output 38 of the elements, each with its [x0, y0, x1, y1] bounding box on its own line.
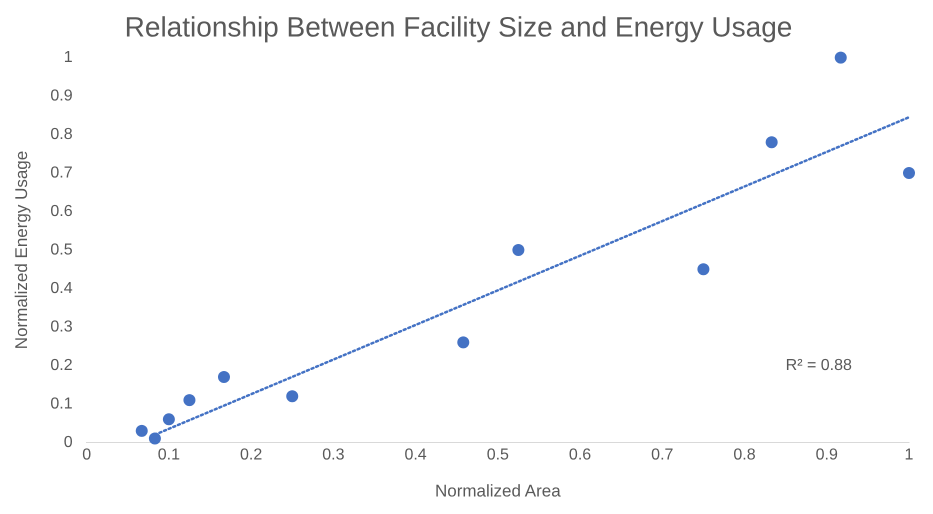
point	[903, 167, 915, 180]
x-tick-label: 0.9	[816, 446, 838, 464]
x-tick-label: 0.5	[486, 446, 510, 464]
x-tick-label: 0.1	[158, 446, 180, 464]
y-tick-label: 0	[64, 434, 73, 451]
x-tick-label: 0.8	[733, 446, 756, 464]
y-tick-label: 0.2	[50, 356, 73, 374]
point	[697, 263, 710, 276]
point	[457, 336, 470, 348]
point	[183, 394, 196, 406]
x-tick-label: 0.4	[404, 446, 427, 464]
y-tick-label: 0.1	[50, 395, 73, 412]
x-tick-label: 0.6	[568, 446, 592, 464]
point	[766, 136, 778, 148]
x-tick-label: 0.7	[651, 446, 674, 464]
x-tick-label: 1	[904, 446, 914, 464]
annotation: R² = 0.88	[786, 356, 852, 374]
x-tick-label: 0.2	[240, 446, 262, 464]
x-tick-label: 0	[82, 446, 92, 464]
y-axis-title: Normalized Energy Usage	[12, 150, 31, 350]
y-tick-label: 0.9	[50, 87, 73, 104]
y-tick-label: 0.8	[50, 126, 73, 143]
point	[136, 424, 148, 437]
point	[834, 52, 847, 64]
point	[218, 370, 230, 383]
y-tick-label: 1	[64, 49, 73, 66]
point	[512, 244, 524, 256]
y-tick-label: 0.6	[50, 202, 73, 220]
y-tick-label: 0.5	[50, 241, 73, 258]
y-tick-label: 0.7	[50, 164, 73, 182]
y-tick-label: 0.3	[50, 318, 73, 336]
chart-title: Relationship Between Facility Size and Energy Usage	[124, 12, 792, 43]
x-axis-title: Normalized Area	[434, 481, 562, 500]
point	[162, 413, 175, 426]
point	[148, 432, 161, 445]
x-tick-label: 0.3	[322, 446, 345, 464]
y-tick-label: 0.4	[50, 280, 73, 297]
point	[286, 390, 298, 402]
